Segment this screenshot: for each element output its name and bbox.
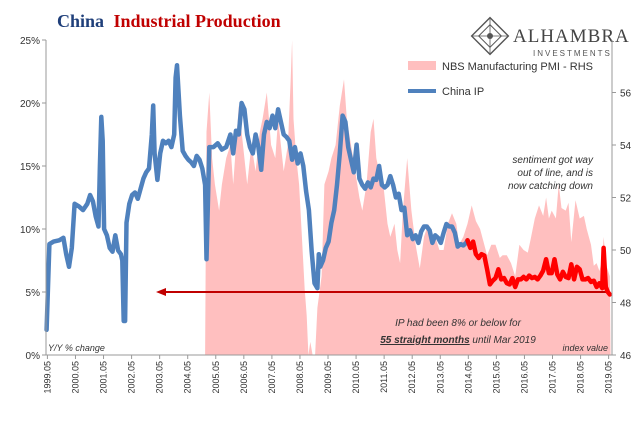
sentiment-line-2: out of line, and is	[517, 168, 593, 179]
sentiment-line-1: sentiment got way	[512, 155, 594, 166]
right-tick-label: 56	[620, 89, 632, 100]
x-tick-label: 2015.05	[491, 361, 501, 394]
pmi-area-layer	[205, 40, 611, 355]
left-tick-label: 20%	[20, 99, 40, 110]
ip-note-bold: 55 straight months	[380, 335, 470, 346]
left-tick-label: 15%	[20, 162, 40, 173]
x-tick-label: 2001.05	[99, 361, 109, 394]
x-tick-label: 2010.05	[351, 361, 361, 394]
pmi-area	[205, 40, 611, 355]
left-tick-label: 5%	[26, 288, 41, 299]
left-tick-labels: 0% 5% 10% 15% 20% 25%	[20, 36, 46, 362]
chart-title: China Industrial Production	[57, 11, 281, 31]
ip-note-line-1: IP had been 8% or below for	[395, 318, 521, 329]
x-tick-label: 2014.05	[463, 361, 473, 394]
ip-annotation: IP had been 8% or below for 55 straight …	[380, 318, 536, 346]
x-tick-label: 2008.05	[295, 361, 305, 394]
x-tick-label: 2002.05	[127, 361, 137, 394]
x-tick-label: 2006.05	[239, 361, 249, 394]
right-tick-label: 48	[620, 299, 632, 310]
sentiment-annotation: sentiment got way out of line, and is no…	[508, 155, 594, 192]
ip-line-recent	[465, 238, 613, 297]
x-tick-label: 2018.05	[576, 361, 586, 394]
x-tick-label: 2013.05	[435, 361, 445, 394]
legend-pmi-swatch	[408, 61, 436, 70]
ip-note-rest: until Mar 2019	[470, 335, 537, 346]
x-tick-label: 2003.05	[155, 361, 165, 394]
title-part2: Industrial Production	[113, 11, 280, 31]
left-tick-label: 25%	[20, 36, 40, 47]
right-tick-label: 46	[620, 351, 632, 362]
right-axis-label: index value	[562, 343, 608, 353]
x-tick-label: 2019.05	[604, 361, 614, 394]
x-tick-label: 2012.05	[407, 361, 417, 394]
title-part1: China	[57, 11, 104, 31]
x-tick-label: 2017.05	[548, 361, 558, 394]
legend-pmi-label: NBS Manufacturing PMI - RHS	[442, 61, 593, 73]
brand-logo: ALHAMBRA INVESTMENTS	[470, 16, 630, 58]
right-tick-label: 54	[620, 141, 632, 152]
reference-arrow-layer	[156, 288, 608, 296]
brand-subtitle: INVESTMENTS	[533, 49, 612, 58]
x-tick-labels: 1999.05 2000.05 2001.05 2002.05 2003.05 2004.…	[42, 355, 614, 394]
left-axis-label: Y/Y % change	[48, 343, 105, 353]
left-tick-label: 10%	[20, 225, 40, 236]
legend-ip-label: China IP	[442, 86, 484, 98]
ip-line	[44, 62, 470, 333]
x-tick-label: 1999.05	[42, 361, 52, 394]
x-tick-label: 2004.05	[183, 361, 193, 394]
left-tick-label: 0%	[26, 351, 41, 362]
x-tick-label: 2016.05	[519, 361, 529, 394]
right-tick-label: 50	[620, 246, 632, 257]
brand-name: ALHAMBRA	[513, 26, 630, 47]
x-tick-label: 2009.05	[323, 361, 333, 394]
right-tick-label: 52	[620, 194, 632, 205]
x-tick-label: 2000.05	[70, 361, 80, 394]
ip-note-line-2: 55 straight months until Mar 2019	[380, 335, 536, 346]
brand-emblem-icon	[470, 16, 510, 56]
x-tick-label: 2007.05	[267, 361, 277, 394]
ip-line-layer	[44, 62, 613, 333]
right-tick-labels: 46 48 50 52 54 56	[612, 89, 632, 362]
x-tick-label: 2005.05	[211, 361, 221, 394]
reference-arrow-head	[156, 288, 167, 296]
sentiment-line-3: now catching down	[508, 181, 593, 192]
x-tick-label: 2011.05	[379, 361, 389, 393]
legend: NBS Manufacturing PMI - RHS China IP	[408, 61, 593, 98]
